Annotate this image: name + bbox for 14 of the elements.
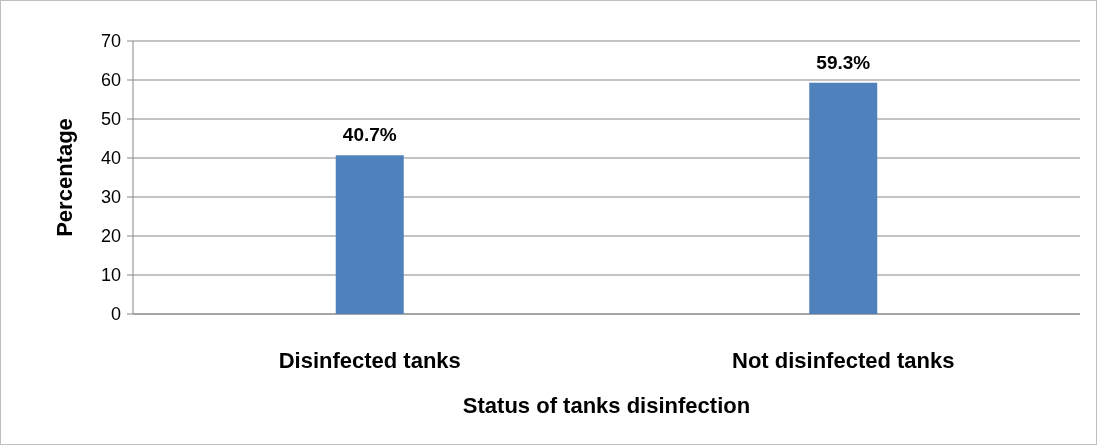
y-tick-label: 20 [100,226,121,247]
y-tick-label: 0 [110,304,121,325]
data-label: 59.3% [816,51,871,73]
y-axis-title: Percentage [52,118,77,237]
y-tick-label: 40 [100,148,121,169]
y-tick-label: 10 [100,265,121,286]
y-tick-label: 30 [100,187,121,208]
y-tick-label: 70 [100,31,121,52]
y-tick-label: 50 [100,109,121,130]
data-label: 40.7% [342,124,397,146]
y-tick-label: 60 [100,70,121,91]
x-tick-label: Not disinfected tanks [732,348,955,373]
x-axis-title: Status of tanks disinfection [462,393,751,418]
x-tick-label: Disinfected tanks [278,348,461,373]
